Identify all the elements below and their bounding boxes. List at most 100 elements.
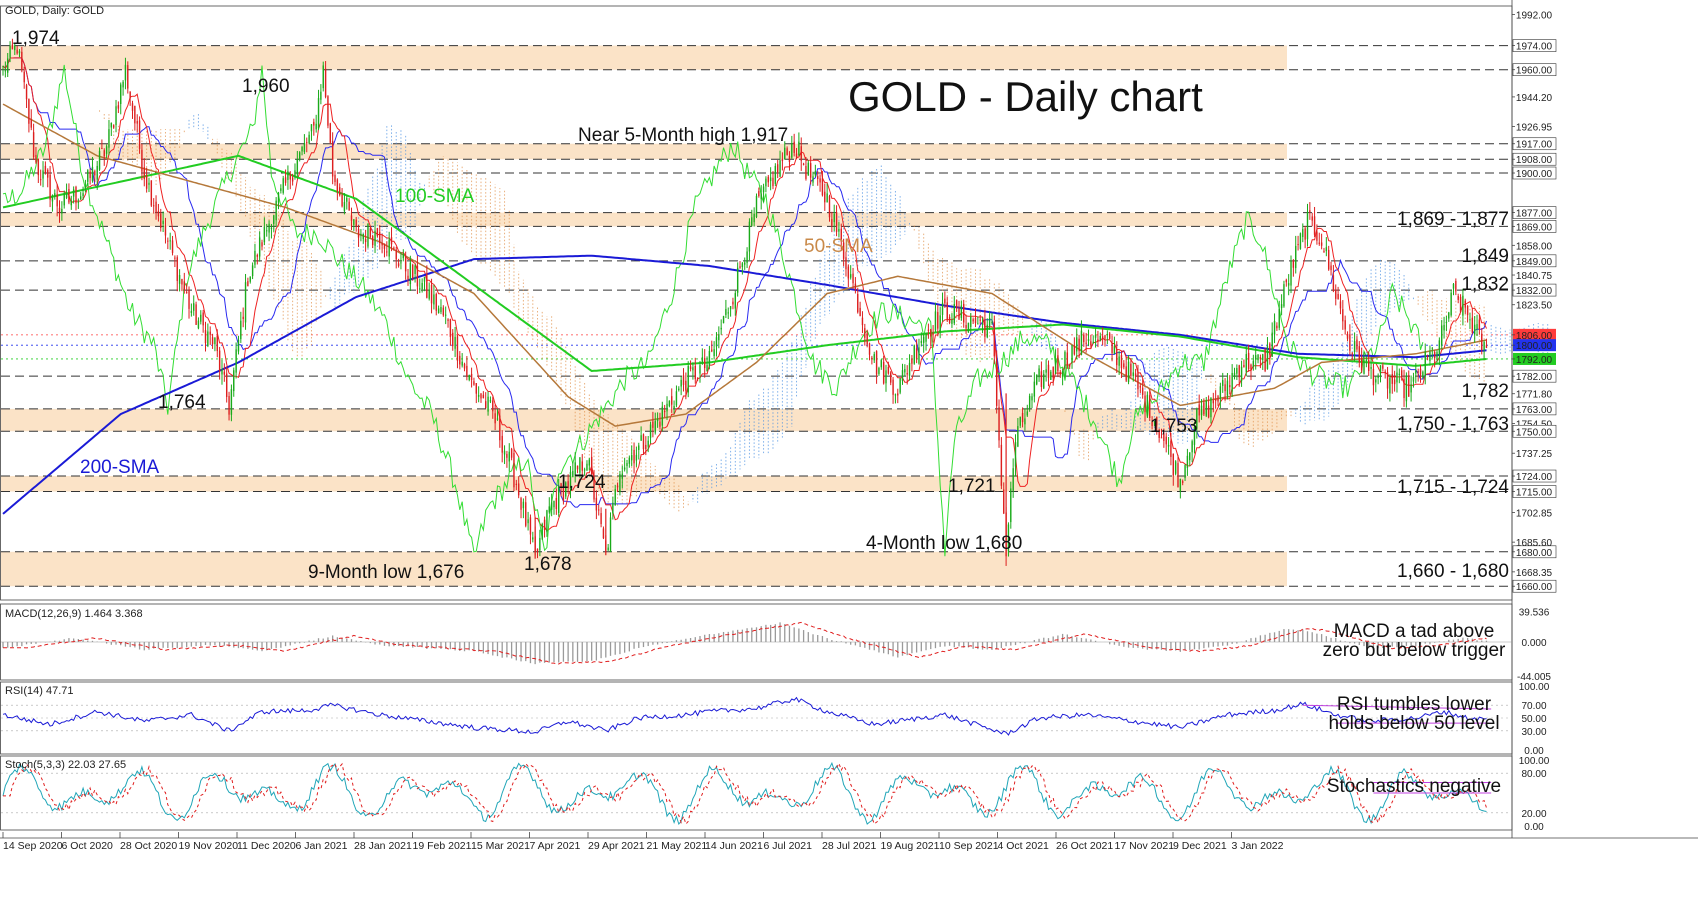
candle-body <box>1259 356 1262 360</box>
candle-body <box>1320 242 1323 246</box>
candle-body <box>522 501 525 509</box>
candle-body <box>946 302 948 320</box>
candle-body <box>510 448 513 458</box>
rsi-label: RSI(14) 47.71 <box>5 685 73 697</box>
candle-body <box>802 163 805 165</box>
candle-body <box>61 208 63 214</box>
candle-body <box>1335 289 1337 299</box>
candle-body <box>1123 363 1125 368</box>
rsi-note-line2: holds below 50 level <box>1328 713 1499 734</box>
candle-body <box>647 440 649 447</box>
candle-body <box>1141 387 1144 395</box>
candle-body <box>840 228 842 242</box>
candle-body <box>233 370 235 392</box>
candle-body <box>1386 372 1389 389</box>
candle-body <box>826 193 828 203</box>
candle-body <box>364 238 367 243</box>
candle-body <box>788 155 791 162</box>
candle-body <box>16 49 18 54</box>
candle-body <box>930 329 932 337</box>
candle-body <box>612 502 614 514</box>
candle-body <box>1410 384 1412 393</box>
candle-body <box>42 170 44 179</box>
candle-body <box>23 71 25 83</box>
candle-body <box>115 106 117 126</box>
price-tick-label: 1832.00 <box>1516 286 1553 297</box>
candle-body <box>635 454 638 461</box>
candle-body <box>30 119 32 128</box>
candle-body <box>440 306 442 313</box>
candle-body <box>320 91 322 100</box>
candle-body <box>1200 405 1203 416</box>
candle-body <box>1478 319 1481 329</box>
candle-body <box>685 380 687 391</box>
candle-body <box>21 51 23 71</box>
macd-signal-line <box>3 621 1487 665</box>
candle-body <box>767 176 769 183</box>
candle-body <box>1384 371 1386 373</box>
candle-body <box>1212 400 1215 404</box>
candle-body <box>934 311 937 331</box>
candle-body <box>39 179 42 181</box>
candle-body <box>906 373 908 375</box>
candle-body <box>1149 395 1151 418</box>
candle-body <box>240 320 242 340</box>
panel-frame <box>0 5 1513 601</box>
candle-body <box>84 185 87 189</box>
candle-body <box>317 98 320 129</box>
candle-body <box>1231 373 1233 392</box>
candle-body <box>736 267 739 293</box>
rsi-line <box>2 696 1487 736</box>
candle-body <box>1071 345 1073 363</box>
candle-body <box>409 262 412 285</box>
candle-body <box>1186 455 1189 468</box>
price-candles <box>2 38 1488 566</box>
candle-body <box>322 65 324 89</box>
candle-body <box>101 148 103 150</box>
candle-body <box>87 170 89 182</box>
candle-body <box>809 163 812 178</box>
candle-body <box>341 194 343 207</box>
candle-body <box>1415 370 1417 374</box>
candle-body <box>145 175 148 189</box>
candle-body <box>805 165 807 179</box>
candle-body <box>496 418 499 420</box>
candle-body <box>786 148 788 155</box>
candle-body <box>732 301 734 305</box>
candle-body <box>499 415 501 441</box>
candle-body <box>560 483 562 487</box>
candle-body <box>1156 416 1158 426</box>
price-tick-label: 1869.00 <box>1516 222 1553 233</box>
candle-body <box>659 421 661 427</box>
stoch-tick-label: 0.00 <box>1524 822 1544 833</box>
candle-body <box>852 273 854 284</box>
candle-body <box>466 365 468 377</box>
candle-body <box>988 317 991 326</box>
candle-body <box>904 369 906 373</box>
candle-body <box>1205 400 1207 416</box>
candle-body <box>1116 349 1118 366</box>
candle-body <box>1473 324 1476 335</box>
candle-body <box>1007 524 1010 552</box>
candle-body <box>1153 421 1156 423</box>
date-tick-label: 28 Jan 2021 <box>354 840 412 852</box>
candle-body <box>82 193 84 196</box>
date-tick-label: 28 Oct 2020 <box>120 840 177 852</box>
candle-body <box>1024 418 1026 425</box>
candle-body <box>164 225 167 236</box>
candle-body <box>1151 421 1153 426</box>
zone-band <box>1 45 1287 70</box>
candle-body <box>828 196 831 218</box>
rsi-tick-label: 70.00 <box>1521 701 1546 712</box>
candle-body <box>882 361 885 384</box>
candle-body <box>769 177 772 182</box>
candle-body <box>1375 379 1377 383</box>
candle-body <box>1292 260 1295 268</box>
candle-body <box>744 262 746 265</box>
candle-body <box>628 457 631 464</box>
candle-body <box>105 146 108 154</box>
candle-body <box>1266 346 1269 369</box>
candle-body <box>487 396 489 412</box>
candle-body <box>230 389 233 415</box>
candle-body <box>781 158 784 162</box>
